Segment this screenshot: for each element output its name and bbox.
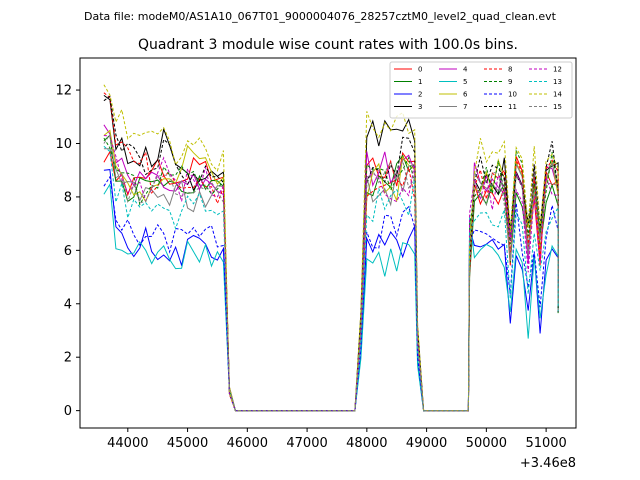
legend-label-11: 11 — [508, 103, 517, 111]
y-axis: 0 2 4 6 8 10 12 — [55, 84, 80, 419]
legend-label-13: 13 — [553, 78, 562, 86]
figure-suptitle: Data file: modeM0/AS1A10_067T01_90000040… — [84, 10, 557, 23]
plot-frame — [79, 57, 577, 429]
legend-label-1: 1 — [418, 78, 422, 86]
y-tick-label: 2 — [64, 351, 72, 366]
legend-label-6: 6 — [463, 91, 468, 99]
legend-label-7: 7 — [463, 103, 467, 111]
series-line-14 — [103, 84, 559, 412]
series-line-5 — [103, 182, 559, 412]
x-tick-label: 51000 — [525, 436, 566, 451]
legend-label-14: 14 — [553, 91, 562, 99]
legend-label-9: 9 — [508, 78, 512, 86]
legend-label-15: 15 — [553, 103, 562, 111]
series-line-15 — [103, 133, 559, 412]
series-line-10 — [103, 175, 559, 412]
series-line-9 — [103, 137, 559, 412]
y-tick-label: 10 — [55, 137, 72, 152]
series-line-2 — [103, 169, 559, 412]
series-line-11 — [103, 95, 559, 412]
series-line-8 — [103, 92, 559, 412]
x-tick-label: 48000 — [346, 436, 387, 451]
legend-label-3: 3 — [418, 103, 422, 111]
legend-label-8: 8 — [508, 66, 512, 74]
series-line-4 — [103, 124, 559, 412]
x-tick-label: 50000 — [466, 436, 507, 451]
x-tick-label: 47000 — [286, 436, 327, 451]
x-offset-label: +3.46e8 — [520, 456, 576, 471]
y-tick-label: 8 — [64, 190, 72, 205]
x-tick-label: 49000 — [406, 436, 447, 451]
chart-title: Quadrant 3 module wise count rates with … — [138, 37, 518, 53]
series-group — [103, 84, 559, 412]
y-tick-label: 6 — [64, 244, 72, 259]
x-tick-label: 45000 — [167, 436, 208, 451]
legend-label-0: 0 — [418, 66, 422, 74]
legend-label-10: 10 — [508, 91, 517, 99]
legend-frame — [389, 61, 573, 119]
legend-label-4: 4 — [463, 66, 468, 74]
series-line-12 — [103, 135, 559, 412]
y-tick-label: 0 — [64, 404, 72, 419]
plot-area — [80, 58, 576, 428]
y-tick-label: 12 — [55, 84, 72, 99]
x-tick-label: 46000 — [227, 436, 268, 451]
legend-label-5: 5 — [463, 78, 467, 86]
legend-label-12: 12 — [553, 66, 562, 74]
x-tick-label: 44000 — [107, 436, 148, 451]
legend-label-2: 2 — [418, 91, 422, 99]
y-tick-label: 4 — [64, 297, 72, 312]
x-axis: 44000 45000 46000 47000 48000 49000 50000 51000 — [107, 428, 567, 451]
